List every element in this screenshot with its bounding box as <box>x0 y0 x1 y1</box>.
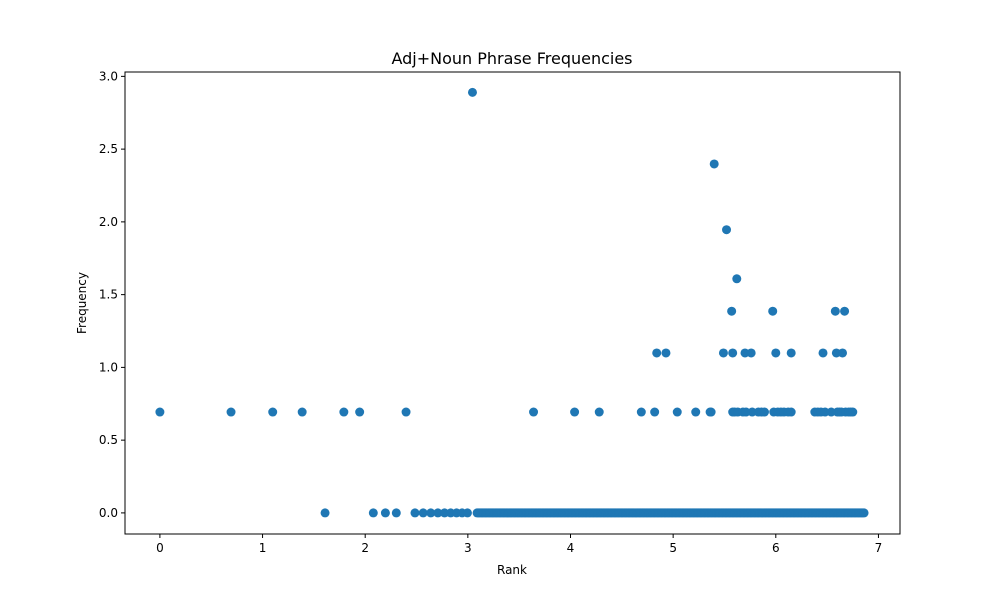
y-tick-label: 2.5 <box>99 142 118 156</box>
scatter-point <box>391 508 401 518</box>
scatter-point <box>433 508 443 518</box>
scatter-point <box>636 407 646 417</box>
x-tick-label: 7 <box>875 541 883 555</box>
plot-frame <box>124 71 901 535</box>
x-tick-label: 3 <box>464 541 472 555</box>
y-tick-label: 2.0 <box>99 215 118 229</box>
scatter-point <box>826 407 836 417</box>
y-tick-label: 1.5 <box>99 288 118 302</box>
scatter-point <box>418 508 428 518</box>
scatter-point <box>462 508 472 518</box>
scatter-point <box>760 407 770 417</box>
scatter-point <box>728 348 738 358</box>
scatter-point <box>268 407 278 417</box>
scatter-point <box>401 407 411 417</box>
scatter-point <box>859 508 869 518</box>
x-tick-label: 1 <box>259 541 267 555</box>
scatter-point <box>226 407 236 417</box>
y-tick-label: 0.0 <box>99 506 118 520</box>
scatter-point <box>818 348 828 358</box>
scatter-point <box>840 306 850 316</box>
y-tick-label: 0.5 <box>99 433 118 447</box>
scatter-point <box>786 348 796 358</box>
scatter-point <box>661 348 671 358</box>
scatter-point <box>740 348 750 358</box>
x-tick-label: 2 <box>361 541 369 555</box>
scatter-point <box>741 407 751 417</box>
scatter-point <box>718 348 728 358</box>
scatter-point <box>706 407 716 417</box>
scatter-point <box>155 407 165 417</box>
points-layer <box>155 87 869 518</box>
scatter-point <box>594 407 604 417</box>
x-axis-title: Rank <box>497 563 527 577</box>
scatter-point <box>368 508 378 518</box>
scatter-point <box>570 407 580 417</box>
scatter-point <box>830 306 840 316</box>
scatter-point <box>746 348 756 358</box>
scatter-point <box>786 407 796 417</box>
scatter-point <box>820 407 830 417</box>
x-tick-label: 6 <box>772 541 780 555</box>
scatter-point <box>831 348 841 358</box>
scatter-point <box>722 225 732 235</box>
scatter-point <box>691 407 701 417</box>
y-tick-label: 3.0 <box>99 69 118 83</box>
ticks-layer: 0 1 2 3 4 5 6 7 0.0 0.5 1.0 1.5 2.0 2.5 3.0 <box>99 69 882 555</box>
scatter-point <box>771 348 781 358</box>
scatter-point <box>320 508 330 518</box>
y-axis-title: Frequency <box>75 272 89 334</box>
scatter-point <box>467 87 477 97</box>
x-tick-label: 5 <box>669 541 677 555</box>
chart-title: Adj+Noun Phrase Frequencies <box>391 49 632 68</box>
scatter-point <box>768 306 778 316</box>
scatter-point <box>440 508 450 518</box>
scatter-point <box>297 407 307 417</box>
scatter-point <box>650 407 660 417</box>
scatter-point <box>355 407 365 417</box>
scatter-point <box>732 274 742 284</box>
scatter-point <box>848 407 858 417</box>
scatter-point <box>672 407 682 417</box>
scatter-point <box>747 407 757 417</box>
scatter-point <box>410 508 420 518</box>
scatter-point <box>426 508 436 518</box>
scatter-point <box>529 407 539 417</box>
y-tick-label: 1.0 <box>99 360 118 374</box>
scatter-point <box>727 306 737 316</box>
scatter-point <box>339 407 349 417</box>
x-tick-label: 0 <box>156 541 164 555</box>
scatter-point <box>709 159 719 169</box>
x-tick-label: 4 <box>567 541 575 555</box>
scatter-point <box>652 348 662 358</box>
scatter-point <box>380 508 390 518</box>
scatter-point <box>838 348 848 358</box>
